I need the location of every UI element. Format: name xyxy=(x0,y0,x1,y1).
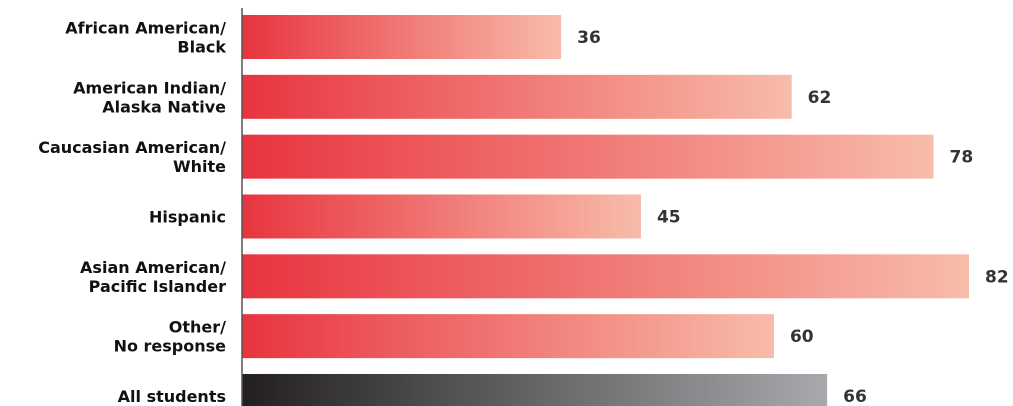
category-label: African American/Black xyxy=(65,19,226,57)
value-label: 36 xyxy=(577,28,601,48)
category-label-line: No response xyxy=(114,337,227,356)
category-label-line: White xyxy=(173,157,226,176)
value-labels-group: 36 62 78 45 82 60 66 xyxy=(577,28,1009,406)
bar xyxy=(242,15,562,59)
value-label: 78 xyxy=(950,148,974,168)
category-label: Caucasian American/White xyxy=(38,138,226,176)
value-label: 62 xyxy=(808,88,832,108)
category-label-line: Hispanic xyxy=(149,207,226,226)
category-label-line: All students xyxy=(118,387,226,406)
bar xyxy=(242,74,792,119)
category-label-line: Alaska Native xyxy=(102,97,226,116)
category-label-line: Caucasian American/ xyxy=(38,138,226,157)
bar xyxy=(242,314,774,359)
category-label-line: Pacific Islander xyxy=(89,277,226,296)
category-labels-group: African American/Black American Indian/Al… xyxy=(38,19,226,406)
category-label: Other/No response xyxy=(114,318,227,356)
category-label-line: African American/ xyxy=(65,19,226,38)
category-label: Hispanic xyxy=(149,207,226,226)
value-label: 66 xyxy=(843,387,867,406)
bar-total xyxy=(242,373,828,406)
category-label: Asian American/Pacific Islander xyxy=(80,258,226,296)
value-label: 60 xyxy=(790,327,814,347)
category-label-line: American Indian/ xyxy=(73,78,226,97)
category-label-line: Other/ xyxy=(169,318,226,337)
bar xyxy=(242,194,641,239)
category-label-line: Black xyxy=(177,38,226,57)
bar xyxy=(242,134,934,179)
bars-group xyxy=(242,15,969,406)
value-label: 45 xyxy=(657,207,681,227)
category-label: All students xyxy=(118,387,226,406)
value-label: 82 xyxy=(985,267,1009,287)
bar xyxy=(242,254,969,299)
category-label: American Indian/Alaska Native xyxy=(73,78,226,116)
category-label-line: Asian American/ xyxy=(80,258,226,277)
